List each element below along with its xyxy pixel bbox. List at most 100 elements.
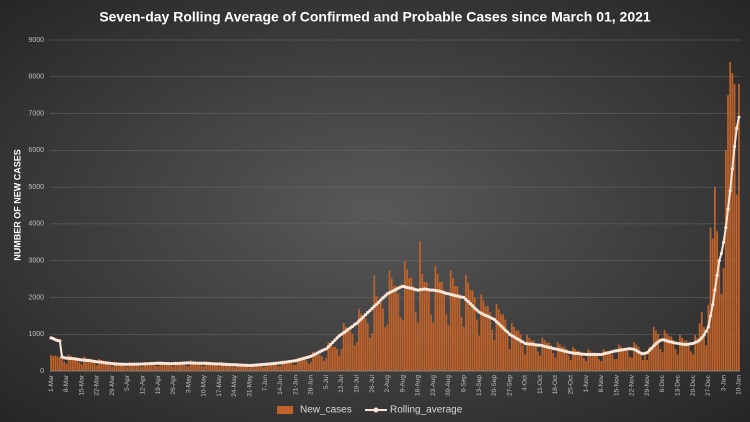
bar <box>67 354 70 371</box>
bar <box>517 330 520 371</box>
bar <box>181 362 183 371</box>
line-marker <box>366 310 370 315</box>
x-tick-label: 27-Dec <box>705 374 712 396</box>
bar <box>585 361 587 371</box>
bar <box>427 290 430 371</box>
axes: 0 1000 2000 3000 4000 5000 6000 7000 8000 9000 1-M… <box>28 37 742 397</box>
bar <box>694 334 697 371</box>
bar <box>397 293 400 371</box>
bar <box>482 300 485 371</box>
bar <box>270 363 273 371</box>
bar <box>384 327 387 371</box>
line-marker <box>717 259 721 263</box>
bar <box>251 363 253 371</box>
bar <box>320 356 323 371</box>
bar <box>451 278 454 371</box>
bar <box>353 345 356 371</box>
bar <box>639 352 642 371</box>
bar <box>74 357 76 371</box>
bar <box>471 290 474 371</box>
line-marker <box>331 340 335 344</box>
bar <box>528 337 531 371</box>
bar <box>574 348 577 371</box>
x-tick-label: 10-May <box>201 374 208 396</box>
legend-label: Rolling_average <box>390 405 463 416</box>
line-marker <box>363 313 368 317</box>
bar <box>268 362 271 371</box>
bar <box>491 329 494 371</box>
bar <box>495 304 498 371</box>
line-marker <box>713 288 717 292</box>
bar <box>141 366 144 371</box>
bar <box>192 361 194 371</box>
line-marker <box>698 338 702 342</box>
x-tick-label: 1-Nov <box>583 374 590 392</box>
bar <box>388 270 391 371</box>
bar <box>556 342 559 371</box>
bar <box>109 364 111 371</box>
bar <box>305 360 308 371</box>
bar <box>676 354 679 371</box>
bar <box>72 357 74 371</box>
bar <box>567 355 570 371</box>
x-tick-label: 5-Apr <box>124 374 131 391</box>
bar <box>593 352 596 371</box>
bar <box>532 340 535 371</box>
bar <box>183 363 186 371</box>
x-tick-label: 4-Oct <box>522 375 529 391</box>
bar <box>423 281 426 371</box>
bar <box>292 365 295 371</box>
bar <box>351 334 354 371</box>
bar <box>417 322 419 371</box>
bar <box>281 360 284 371</box>
legend-label: New_cases <box>300 405 352 416</box>
bar <box>203 366 205 371</box>
x-tick-label: 7-Jun <box>262 375 269 392</box>
x-tick-label: 15-Nov <box>613 374 620 396</box>
bar <box>486 306 489 371</box>
bar <box>624 348 627 371</box>
bar <box>412 286 415 371</box>
line-marker <box>370 306 374 311</box>
line-marker <box>499 324 503 328</box>
bar <box>150 363 153 371</box>
bar <box>61 358 63 371</box>
bar <box>530 340 533 371</box>
bar <box>504 319 507 371</box>
x-tick-label: 2-Aug <box>384 375 391 393</box>
bar <box>703 326 705 371</box>
bar <box>465 275 467 371</box>
bar <box>382 308 384 371</box>
legend-swatch <box>277 406 293 414</box>
bar <box>724 150 727 371</box>
line-marker <box>737 115 741 119</box>
bar <box>316 354 319 371</box>
line-marker <box>719 251 724 255</box>
bar <box>257 364 260 371</box>
bar <box>369 337 371 371</box>
bar <box>93 363 96 371</box>
bar <box>331 346 334 371</box>
x-tick-label: 22-Nov <box>629 374 636 396</box>
bar <box>207 361 210 371</box>
legend: New_cases Rolling_average <box>277 405 463 416</box>
y-tick-label: 2000 <box>28 294 44 301</box>
bar <box>65 363 68 371</box>
line-marker <box>473 306 477 310</box>
x-tick-label: 19-Apr <box>155 374 162 394</box>
line-marker <box>470 304 475 308</box>
bars <box>50 62 740 372</box>
bar <box>220 361 223 371</box>
line-marker <box>324 347 328 351</box>
line-marker <box>357 319 361 323</box>
bar <box>434 265 437 371</box>
line-marker <box>466 299 470 304</box>
bar <box>500 314 502 371</box>
x-tick-label: 5-Jul <box>323 374 330 389</box>
bar <box>425 281 428 371</box>
bar <box>646 359 649 371</box>
bar <box>598 359 601 371</box>
bar <box>508 348 511 371</box>
bar <box>626 350 629 371</box>
bar <box>338 355 341 371</box>
